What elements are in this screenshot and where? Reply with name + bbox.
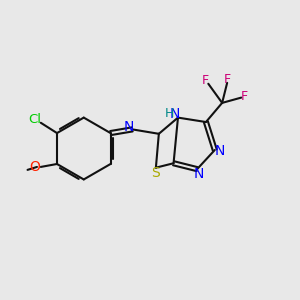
Text: N: N <box>170 107 180 121</box>
Text: N: N <box>124 120 134 134</box>
Text: S: S <box>151 166 160 180</box>
Text: H: H <box>165 107 174 120</box>
Text: N: N <box>215 145 225 158</box>
Text: O: O <box>29 160 40 174</box>
Text: F: F <box>202 74 209 87</box>
Text: Cl: Cl <box>28 113 41 126</box>
Text: N: N <box>194 167 204 181</box>
Text: F: F <box>224 73 231 86</box>
Text: F: F <box>241 90 248 103</box>
